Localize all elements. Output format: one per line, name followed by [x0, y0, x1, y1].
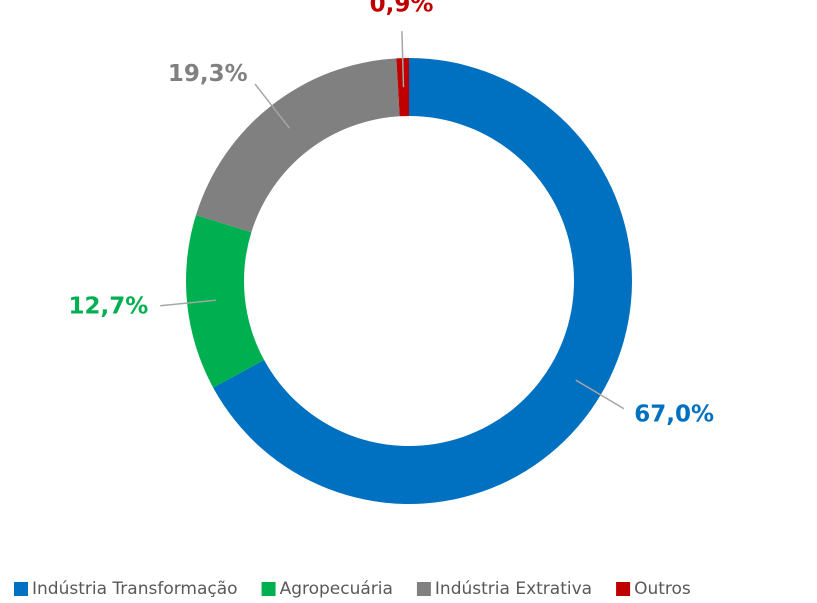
donut-segment — [396, 58, 409, 117]
leader-line — [254, 83, 291, 129]
value-label: 0,9% — [370, 0, 434, 18]
legend-swatch — [416, 582, 431, 596]
legend-label: Outros — [634, 579, 691, 599]
legend-swatch — [261, 582, 276, 596]
legend-label: Indústria Extrativa — [435, 579, 592, 599]
legend-label: Indústria Transformação — [32, 579, 238, 599]
legend-label: Agropecuária — [280, 579, 393, 599]
donut-segment — [185, 215, 265, 388]
value-label: 67,0% — [634, 401, 714, 427]
value-label: 12,7% — [68, 293, 148, 319]
leader-line — [160, 299, 217, 307]
legend-swatch — [14, 582, 28, 596]
value-label: 19,3% — [168, 61, 248, 87]
leader-line — [401, 31, 405, 88]
leader-line — [575, 379, 625, 410]
legend-swatch — [616, 582, 631, 596]
donut-segment — [195, 58, 400, 233]
